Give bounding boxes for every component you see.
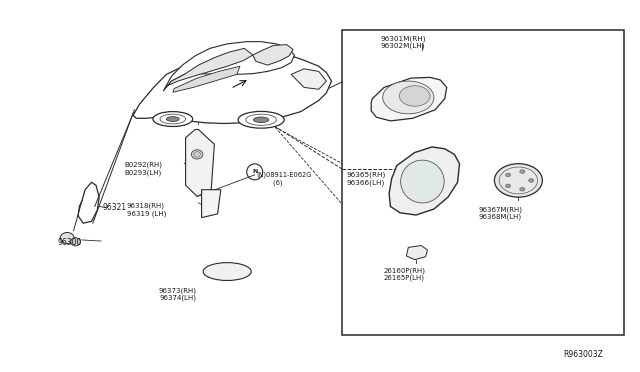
Text: 96321: 96321 (102, 203, 127, 212)
Ellipse shape (60, 232, 74, 244)
Polygon shape (202, 190, 221, 218)
Ellipse shape (495, 164, 543, 197)
Ellipse shape (529, 179, 534, 182)
Ellipse shape (238, 111, 284, 128)
Text: 96301M(RH)
96302M(LH): 96301M(RH) 96302M(LH) (381, 35, 426, 49)
Polygon shape (186, 129, 214, 196)
Text: N: N (252, 169, 257, 174)
Polygon shape (173, 66, 240, 92)
Ellipse shape (253, 117, 269, 122)
Polygon shape (291, 69, 326, 89)
Ellipse shape (520, 170, 525, 173)
Ellipse shape (383, 81, 434, 114)
Polygon shape (371, 77, 447, 121)
Polygon shape (133, 52, 332, 124)
Polygon shape (163, 42, 294, 91)
Bar (342, 30, 624, 335)
Text: 96300: 96300 (58, 238, 82, 247)
Ellipse shape (191, 150, 203, 159)
Polygon shape (389, 147, 460, 215)
Ellipse shape (70, 238, 81, 246)
Ellipse shape (506, 184, 511, 188)
Text: 96318(RH)
96319 (LH): 96318(RH) 96319 (LH) (127, 203, 166, 217)
Text: B0292(RH)
B0293(LH): B0292(RH) B0293(LH) (125, 162, 163, 176)
Ellipse shape (204, 263, 251, 280)
Polygon shape (253, 45, 293, 65)
Ellipse shape (520, 187, 525, 191)
Ellipse shape (506, 173, 511, 177)
Text: 96367M(RH)
96368M(LH): 96367M(RH) 96368M(LH) (479, 206, 523, 221)
Ellipse shape (153, 112, 193, 126)
Text: (N)08911-E062G
        (6): (N)08911-E062G (6) (256, 172, 312, 186)
Ellipse shape (399, 86, 430, 106)
Ellipse shape (401, 160, 444, 203)
Text: R963003Z: R963003Z (563, 350, 603, 359)
Ellipse shape (166, 117, 179, 122)
Polygon shape (168, 48, 253, 86)
Text: 96373(RH)
96374(LH): 96373(RH) 96374(LH) (159, 287, 197, 301)
Text: 26160P(RH)
26165P(LH): 26160P(RH) 26165P(LH) (384, 267, 426, 281)
Polygon shape (406, 246, 428, 260)
Text: 96365(RH)
96366(LH): 96365(RH) 96366(LH) (347, 172, 386, 186)
